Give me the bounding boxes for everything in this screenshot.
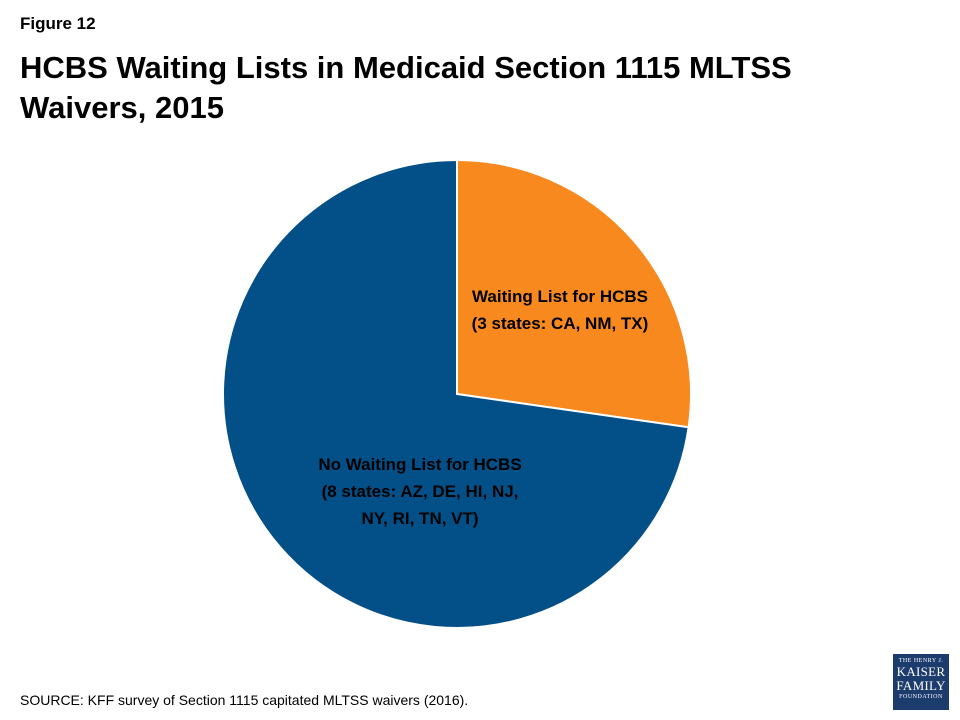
slice-label-line: Waiting List for HCBS <box>472 287 648 306</box>
figure-label: Figure 12 <box>20 14 96 33</box>
logo-line: KAISER <box>896 664 946 679</box>
slice-label-line: (8 states: AZ, DE, HI, NJ, <box>322 482 519 501</box>
pie-slice-0 <box>456 158 692 429</box>
chart-title: HCBS Waiting Lists in Medicaid Section 1… <box>20 50 792 125</box>
pie-slice-1 <box>222 158 690 629</box>
slice-label-0: Waiting List for HCBS (3 states: CA, NM, … <box>472 287 649 333</box>
kff-logo: THE HENRY J. KAISER FAMILY FOUNDATION <box>893 654 949 710</box>
logo-line: FAMILY <box>896 678 946 693</box>
logo-line: THE HENRY J. <box>898 658 944 664</box>
slice-label-line: (3 states: CA, NM, TX) <box>472 314 649 333</box>
source-note: SOURCE: KFF survey of Section 1115 capit… <box>20 692 469 708</box>
slice-label-line: NY, RI, TN, VT) <box>361 509 478 528</box>
slice-label-1: No Waiting List for HCBS (8 states: AZ, D… <box>318 455 521 528</box>
logo-line: FOUNDATION <box>899 694 943 700</box>
slice-label-line: No Waiting List for HCBS <box>318 455 521 474</box>
